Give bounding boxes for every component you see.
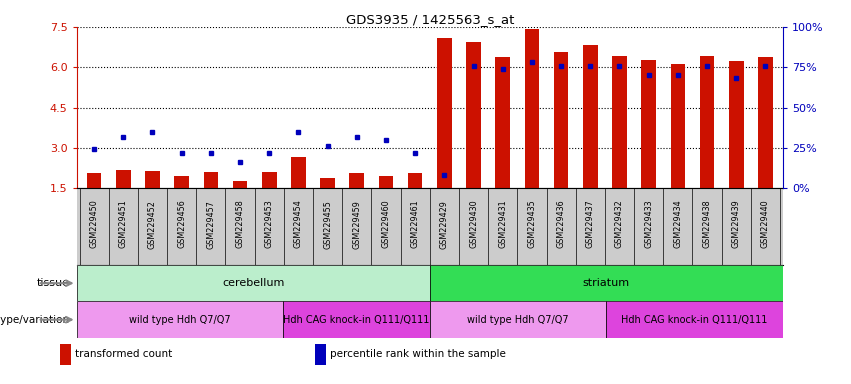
Text: GSM229457: GSM229457 bbox=[206, 200, 215, 248]
Bar bbox=[612, 56, 627, 188]
Bar bbox=[671, 64, 685, 188]
Text: GSM229432: GSM229432 bbox=[615, 200, 624, 248]
Bar bbox=[466, 43, 481, 188]
Bar bbox=[60, 344, 71, 365]
Text: striatum: striatum bbox=[583, 278, 630, 288]
Bar bbox=[437, 38, 452, 188]
Bar bbox=[291, 157, 306, 188]
Text: GSM229458: GSM229458 bbox=[236, 200, 244, 248]
Text: GSM229459: GSM229459 bbox=[352, 200, 362, 248]
Text: GSM229433: GSM229433 bbox=[644, 200, 654, 248]
Text: GSM229438: GSM229438 bbox=[703, 200, 711, 248]
Bar bbox=[116, 170, 130, 188]
Bar bbox=[495, 57, 510, 188]
Text: GSM229436: GSM229436 bbox=[557, 200, 566, 248]
Text: GSM229439: GSM229439 bbox=[732, 200, 740, 248]
Bar bbox=[430, 265, 783, 301]
Bar bbox=[642, 61, 656, 188]
Text: cerebellum: cerebellum bbox=[222, 278, 284, 288]
Text: GSM229460: GSM229460 bbox=[381, 200, 391, 248]
Text: GSM229456: GSM229456 bbox=[177, 200, 186, 248]
Bar bbox=[758, 57, 773, 188]
Text: Hdh CAG knock-in Q111/Q111: Hdh CAG knock-in Q111/Q111 bbox=[283, 314, 430, 325]
Text: transformed count: transformed count bbox=[75, 349, 172, 359]
Text: GSM229431: GSM229431 bbox=[498, 200, 507, 248]
Text: genotype/variation: genotype/variation bbox=[0, 314, 70, 325]
Bar bbox=[430, 301, 606, 338]
Text: GSM229453: GSM229453 bbox=[265, 200, 274, 248]
Bar bbox=[554, 51, 568, 188]
Bar bbox=[700, 56, 714, 188]
Text: GSM229430: GSM229430 bbox=[469, 200, 478, 248]
Bar bbox=[606, 301, 783, 338]
Text: Hdh CAG knock-in Q111/Q111: Hdh CAG knock-in Q111/Q111 bbox=[621, 314, 768, 325]
Bar bbox=[87, 174, 101, 188]
Bar bbox=[146, 172, 160, 188]
Text: GSM229437: GSM229437 bbox=[585, 200, 595, 248]
Text: GSM229461: GSM229461 bbox=[411, 200, 420, 248]
Bar bbox=[283, 301, 430, 338]
Bar bbox=[583, 45, 597, 188]
Bar bbox=[524, 29, 540, 188]
Text: GSM229434: GSM229434 bbox=[673, 200, 683, 248]
Text: GSM229454: GSM229454 bbox=[294, 200, 303, 248]
Bar bbox=[350, 172, 364, 188]
Bar bbox=[408, 172, 422, 188]
Bar bbox=[379, 176, 393, 188]
Text: GSM229450: GSM229450 bbox=[89, 200, 99, 248]
Text: GSM229429: GSM229429 bbox=[440, 200, 448, 248]
Bar bbox=[315, 344, 326, 365]
Text: GSM229452: GSM229452 bbox=[148, 200, 157, 248]
Text: GSM229455: GSM229455 bbox=[323, 200, 332, 248]
Title: GDS3935 / 1425563_s_at: GDS3935 / 1425563_s_at bbox=[346, 13, 514, 26]
Text: GSM229440: GSM229440 bbox=[761, 200, 770, 248]
Bar bbox=[729, 61, 744, 188]
Bar bbox=[77, 301, 283, 338]
Bar bbox=[232, 180, 248, 188]
Text: wild type Hdh Q7/Q7: wild type Hdh Q7/Q7 bbox=[467, 314, 568, 325]
Text: GSM229451: GSM229451 bbox=[119, 200, 128, 248]
Bar bbox=[77, 265, 430, 301]
Bar bbox=[320, 178, 335, 188]
Text: percentile rank within the sample: percentile rank within the sample bbox=[330, 349, 506, 359]
Text: GSM229435: GSM229435 bbox=[528, 200, 536, 248]
Bar bbox=[174, 176, 189, 188]
Text: wild type Hdh Q7/Q7: wild type Hdh Q7/Q7 bbox=[129, 314, 231, 325]
Text: tissue: tissue bbox=[37, 278, 70, 288]
Bar bbox=[203, 172, 218, 188]
Bar bbox=[262, 172, 277, 188]
